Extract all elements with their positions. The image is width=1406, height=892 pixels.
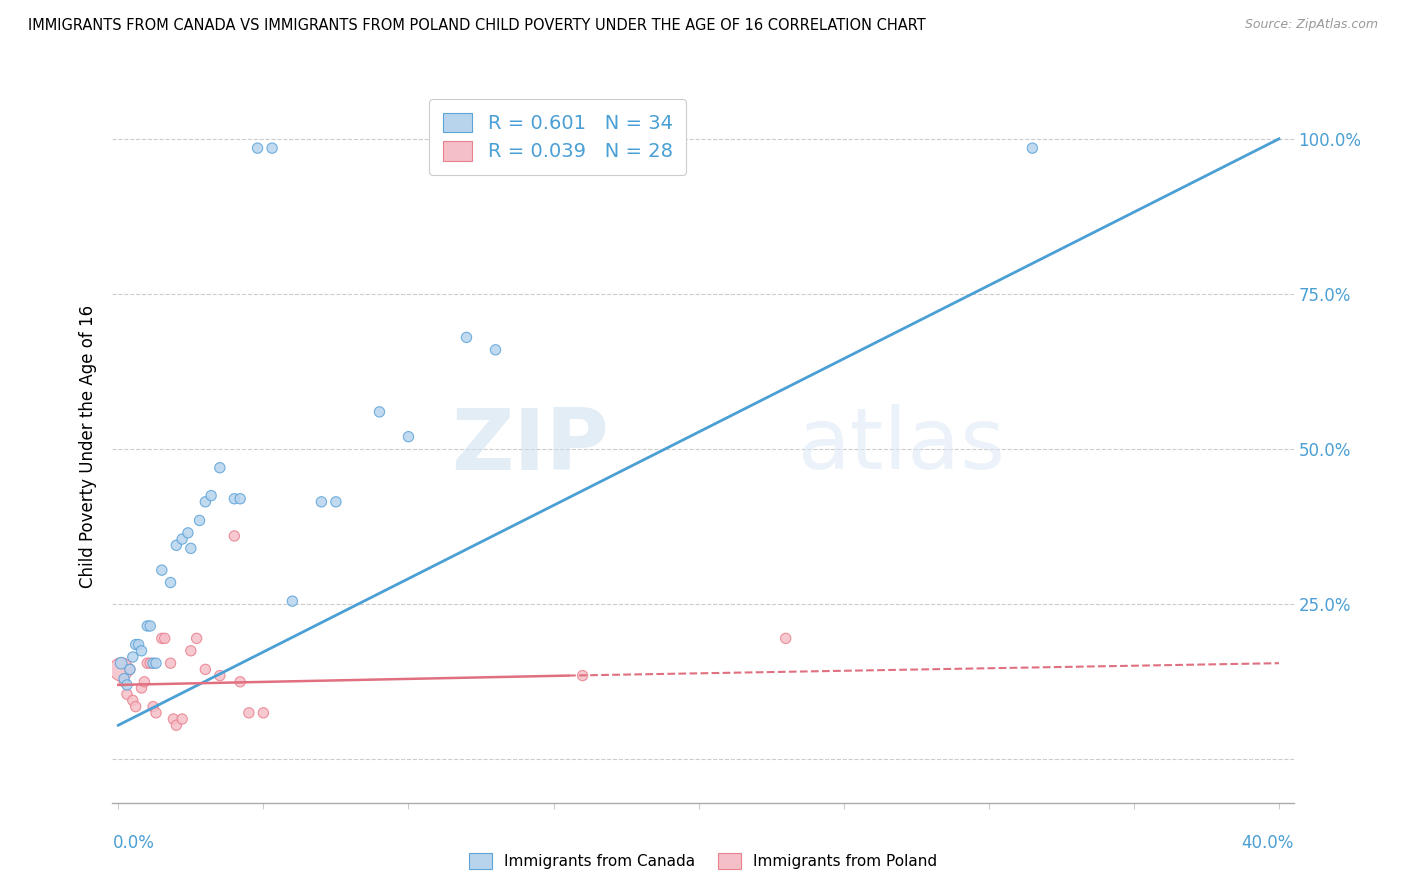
Text: atlas: atlas bbox=[797, 404, 1005, 488]
Point bbox=[194, 662, 217, 676]
Point bbox=[368, 405, 391, 419]
Point bbox=[159, 575, 181, 590]
Point bbox=[281, 594, 304, 608]
Text: 40.0%: 40.0% bbox=[1241, 834, 1294, 852]
Point bbox=[121, 650, 143, 665]
Text: ZIP: ZIP bbox=[451, 404, 609, 488]
Point bbox=[208, 460, 231, 475]
Point bbox=[139, 619, 162, 633]
Point bbox=[150, 632, 173, 646]
Point bbox=[110, 656, 132, 670]
Point bbox=[571, 668, 593, 682]
Point bbox=[1021, 141, 1043, 155]
Point bbox=[172, 712, 194, 726]
Point bbox=[238, 706, 260, 720]
Point bbox=[456, 330, 478, 344]
Point bbox=[142, 699, 165, 714]
Point bbox=[145, 706, 167, 720]
Point bbox=[134, 674, 156, 689]
Point bbox=[224, 491, 246, 506]
Point bbox=[131, 681, 153, 695]
Point bbox=[112, 672, 135, 686]
Point bbox=[150, 563, 173, 577]
Point bbox=[246, 141, 269, 155]
Point bbox=[136, 619, 159, 633]
Point bbox=[131, 644, 153, 658]
Point bbox=[208, 668, 231, 682]
Y-axis label: Child Poverty Under the Age of 16: Child Poverty Under the Age of 16 bbox=[79, 304, 97, 588]
Point bbox=[153, 632, 176, 646]
Point bbox=[177, 525, 200, 540]
Point bbox=[125, 699, 148, 714]
Point bbox=[180, 644, 202, 658]
Point bbox=[229, 491, 252, 506]
Point bbox=[136, 656, 159, 670]
Point bbox=[125, 638, 148, 652]
Point bbox=[121, 693, 143, 707]
Point bbox=[128, 638, 150, 652]
Point bbox=[162, 712, 184, 726]
Point bbox=[159, 656, 181, 670]
Point bbox=[165, 718, 187, 732]
Point bbox=[139, 656, 162, 670]
Point bbox=[262, 141, 284, 155]
Point bbox=[165, 538, 187, 552]
Point bbox=[398, 430, 420, 444]
Point bbox=[110, 662, 132, 676]
Point bbox=[118, 662, 141, 676]
Point bbox=[172, 532, 194, 546]
Text: 0.0%: 0.0% bbox=[112, 834, 155, 852]
Point bbox=[200, 489, 222, 503]
Point bbox=[194, 495, 217, 509]
Text: Source: ZipAtlas.com: Source: ZipAtlas.com bbox=[1244, 18, 1378, 31]
Point bbox=[186, 632, 208, 646]
Point bbox=[311, 495, 333, 509]
Point bbox=[484, 343, 506, 357]
Point bbox=[115, 678, 138, 692]
Point bbox=[252, 706, 274, 720]
Point bbox=[145, 656, 167, 670]
Point bbox=[325, 495, 347, 509]
Point bbox=[229, 674, 252, 689]
Legend: R = 0.601   N = 34, R = 0.039   N = 28: R = 0.601 N = 34, R = 0.039 N = 28 bbox=[429, 99, 686, 175]
Text: IMMIGRANTS FROM CANADA VS IMMIGRANTS FROM POLAND CHILD POVERTY UNDER THE AGE OF : IMMIGRANTS FROM CANADA VS IMMIGRANTS FRO… bbox=[28, 18, 927, 33]
Point bbox=[142, 656, 165, 670]
Point bbox=[188, 513, 211, 527]
Point bbox=[224, 529, 246, 543]
Point bbox=[118, 662, 141, 676]
Point bbox=[112, 674, 135, 689]
Legend: Immigrants from Canada, Immigrants from Poland: Immigrants from Canada, Immigrants from … bbox=[463, 847, 943, 875]
Point bbox=[115, 687, 138, 701]
Point bbox=[775, 632, 797, 646]
Point bbox=[180, 541, 202, 556]
